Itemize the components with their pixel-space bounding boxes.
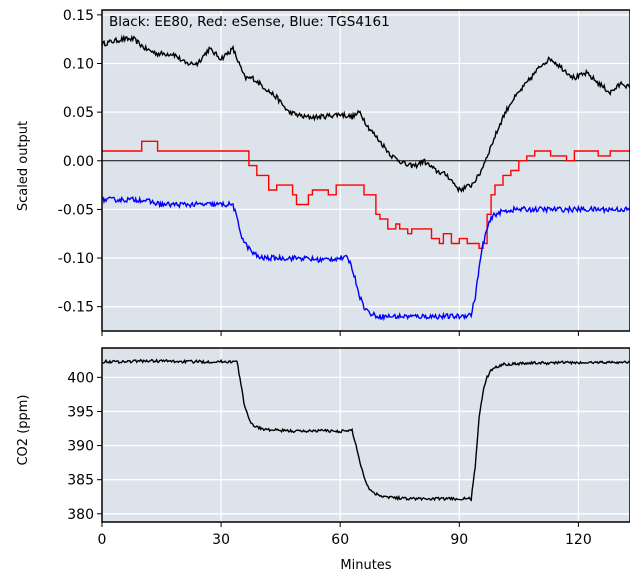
top-series-blue-line xyxy=(102,195,630,322)
bottom-x-tick-label: 30 xyxy=(212,532,230,548)
top-y-tick-label: 0.15 xyxy=(63,8,94,24)
top-annotation: Black: EE80, Red: eSense, Blue: TGS4161 xyxy=(109,14,390,30)
bottom-y-tick-label: 390 xyxy=(67,439,94,455)
top-frame xyxy=(101,9,630,332)
bottom-plot-area xyxy=(102,348,630,522)
top-series-black-line xyxy=(102,34,630,194)
bottom-x-tick-label: 60 xyxy=(331,532,349,548)
top-y-tick-label: -0.05 xyxy=(58,202,94,218)
bottom-y-tick-label: 395 xyxy=(67,404,94,420)
bottom-y-tick-label: 385 xyxy=(67,473,94,489)
top-y-tick-label: 0.10 xyxy=(63,57,94,73)
top-series-red-line xyxy=(102,140,630,249)
bottom-x-tick-label: 120 xyxy=(565,532,592,548)
bottom-x-tick-label: 0 xyxy=(98,532,107,548)
bottom-y-tick-label: 380 xyxy=(67,507,94,523)
bottom-panel: 380 385 390 395 400 0 30 60 90 120 xyxy=(67,347,630,548)
top-y-tick-label: -0.10 xyxy=(58,251,94,267)
top-y-axis-label: Scaled output xyxy=(16,121,31,211)
bottom-series-black-line xyxy=(102,358,630,502)
bottom-y-tick-label: 400 xyxy=(67,370,94,386)
bottom-y-axis-label: CO2 (ppm) xyxy=(16,394,31,465)
top-y-tick-label: -0.15 xyxy=(58,300,94,316)
x-axis-label: Minutes xyxy=(340,558,391,573)
top-y-tick-label: 0.05 xyxy=(63,105,94,121)
bottom-x-tick-label: 90 xyxy=(450,532,468,548)
top-y-tick-label: 0.00 xyxy=(63,154,94,170)
top-plot-area xyxy=(102,10,630,331)
bottom-frame xyxy=(101,347,630,523)
top-panel: -0.15 -0.10 -0.05 0.00 0.05 0.10 0.15 Black: EE… xyxy=(58,8,630,336)
